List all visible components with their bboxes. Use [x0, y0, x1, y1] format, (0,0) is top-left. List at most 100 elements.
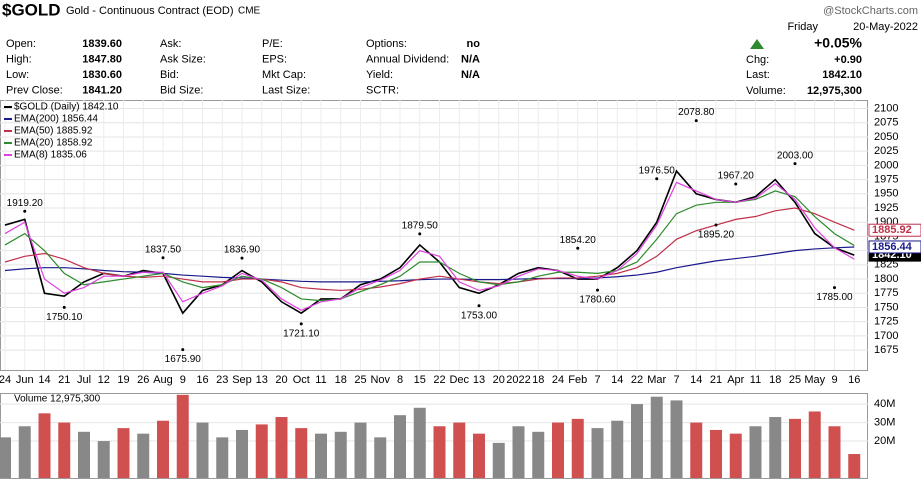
- volume-bar: [117, 428, 130, 478]
- series-line: [4, 181, 855, 311]
- y-tick-label: 1750: [874, 301, 898, 313]
- quote-label: Last Size:: [262, 84, 310, 96]
- legend-entry: EMA(200) 1856.44: [14, 114, 98, 125]
- annotation-label: 1837.50: [145, 244, 182, 255]
- volume-bar: [492, 442, 505, 478]
- annotation-label: 1675.90: [165, 354, 202, 365]
- volume-bar: [176, 394, 189, 478]
- volume-bar: [848, 454, 861, 478]
- volume-bar: [670, 400, 683, 478]
- volume-frame: [0, 393, 868, 479]
- quote-label: SCTR:: [366, 84, 399, 96]
- volume: 12,975,300: [807, 85, 862, 97]
- value-tag: [868, 240, 921, 254]
- volume-bar: [828, 426, 841, 478]
- annotation-label: 1895.20: [698, 230, 735, 241]
- volume-tick-label: 30M: [874, 416, 895, 428]
- quote-value: no: [467, 38, 481, 50]
- chg: +0.90: [834, 54, 862, 66]
- y-tick-label: 1725: [874, 316, 898, 328]
- x-tick-label: 7: [594, 374, 600, 386]
- y-tick-label: 1775: [874, 287, 898, 299]
- volume-bar: [789, 418, 801, 478]
- volume-bar: [571, 418, 584, 478]
- y-tick-label: 2075: [874, 117, 898, 129]
- annotation-label: 1750.10: [46, 312, 83, 323]
- x-tick-label: 14: [38, 374, 50, 386]
- x-tick-label: Dec: [449, 374, 469, 386]
- quote-label: Prev Close:: [6, 84, 63, 96]
- x-tick-label: Jul: [77, 374, 91, 386]
- x-tick-label: 2022: [506, 374, 530, 386]
- quote-value: 1841.20: [82, 84, 122, 96]
- volume-label: Volume:: [746, 85, 786, 97]
- annotation-point: [23, 209, 27, 213]
- series-line: [4, 207, 855, 292]
- x-tick-label: Mar: [647, 374, 666, 386]
- quote-label: Bid Size:: [160, 84, 203, 96]
- volume-bar: [196, 422, 209, 478]
- x-tick-label: 18: [532, 374, 544, 386]
- annotation-point: [299, 322, 303, 326]
- x-tick-label: Nov: [370, 374, 390, 386]
- quote-label: Open:: [6, 38, 36, 50]
- annotation-label: 2003.00: [777, 150, 814, 161]
- volume-bar: [710, 429, 722, 478]
- y-tick-label: 1800: [874, 273, 898, 285]
- volume-bar: [137, 433, 150, 478]
- x-tick-label: 11: [750, 374, 761, 386]
- x-tick-label: Sep: [232, 374, 252, 386]
- legend-entry: EMA(20) 1858.92: [14, 138, 93, 149]
- annotation-point: [714, 223, 718, 227]
- volume-bar: [354, 422, 367, 478]
- x-tick-label: 20: [275, 374, 287, 386]
- x-tick-label: 26: [137, 374, 149, 386]
- y-tick-label: 1925: [874, 202, 898, 214]
- x-tick-label: Feb: [568, 374, 587, 386]
- x-tick-label: 11: [315, 374, 326, 386]
- quote-label: Bid:: [160, 69, 179, 81]
- legend-entry: $GOLD (Daily) 1842.10: [14, 102, 119, 113]
- x-tick-label: 8: [397, 374, 403, 386]
- volume-bar: [97, 441, 110, 478]
- annotation-label: 1753.00: [461, 310, 498, 321]
- volume-bar: [236, 429, 248, 478]
- x-tick-label: 24: [552, 374, 564, 386]
- volume-bar: [0, 437, 11, 478]
- x-tick-label: Jun: [16, 374, 34, 386]
- y-tick-label: 1975: [874, 173, 898, 185]
- volume-bar: [295, 428, 308, 478]
- brand: @StockCharts.com: [823, 5, 918, 17]
- annotation-point: [240, 256, 244, 260]
- y-tick-label: 2025: [874, 145, 898, 157]
- x-tick-label: 14: [690, 374, 702, 386]
- day: Friday: [787, 21, 818, 33]
- x-tick-label: 24: [0, 374, 11, 386]
- x-tick-label: 13: [256, 374, 268, 386]
- quote-value: 1839.60: [82, 38, 122, 50]
- x-tick-label: 19: [117, 374, 129, 386]
- volume-legend: Volume 12,975,300: [14, 394, 101, 405]
- y-tick-label: 1675: [874, 344, 898, 356]
- y-tick-label: 2100: [874, 102, 898, 114]
- legend-entry: EMA(8) 1835.06: [14, 150, 87, 161]
- volume-bar: [690, 422, 703, 478]
- quote-label: P/E:: [262, 38, 283, 50]
- volume-bar: [18, 426, 31, 478]
- volume-bar: [631, 404, 643, 478]
- y-tick-label: 2000: [874, 159, 898, 171]
- volume-bar: [433, 426, 446, 478]
- quote-value: 1847.80: [82, 53, 122, 65]
- x-tick-label: 25: [789, 374, 801, 386]
- annotation-label: 1976.50: [639, 165, 676, 176]
- x-tick-label: 9: [180, 374, 186, 386]
- legend-swatch: [4, 118, 12, 120]
- x-tick-label: 23: [216, 374, 228, 386]
- x-tick-label: 16: [196, 374, 208, 386]
- volume-bar: [374, 437, 387, 478]
- date: 20-May-2022: [853, 21, 918, 33]
- volume-bar: [157, 420, 169, 478]
